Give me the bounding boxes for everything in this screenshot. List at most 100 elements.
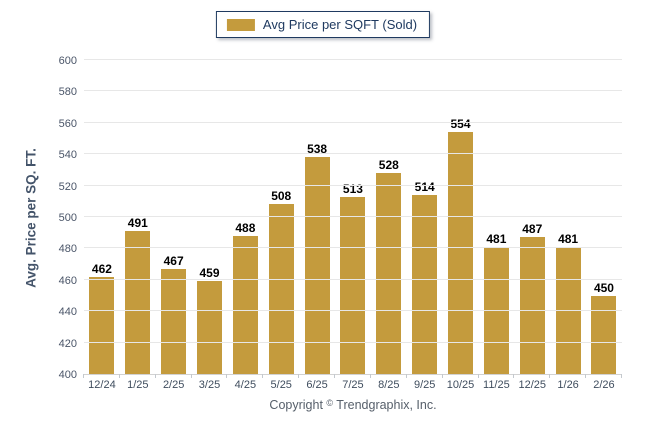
x-axis-tick (513, 374, 515, 378)
bar (232, 235, 258, 374)
x-axis-tick (405, 374, 407, 378)
x-tick-label: 4/25 (234, 379, 257, 391)
x-axis-tick (190, 374, 192, 378)
bar-value-label: 481 (558, 231, 579, 246)
bar-column: 462 (84, 60, 120, 374)
legend-swatch (226, 18, 255, 31)
gridline (84, 310, 622, 312)
bar-column: 481 (550, 60, 586, 374)
bar-column: 538 (299, 60, 335, 374)
copyright: Copyright © Trendgraphix, Inc. (84, 398, 622, 412)
gridline (84, 121, 622, 123)
x-tick-label: 10/25 (446, 379, 475, 391)
x-axis-tick (118, 374, 120, 378)
bar (125, 231, 151, 374)
x-tick-label: 2/25 (162, 379, 185, 391)
x-axis-tick (226, 374, 228, 378)
x-axis-tick (585, 374, 587, 378)
bar (304, 157, 330, 374)
x-axis-tick (334, 374, 336, 378)
y-axis: 400 420 440 460 480 500 520 540 560 580 600 (0, 55, 77, 381)
bar (161, 268, 187, 374)
bar-value-label: 508 (271, 189, 292, 204)
bar-value-label: 538 (307, 142, 328, 157)
y-tick-label: 600 (58, 55, 77, 67)
copyright-company: Trendgraphix, Inc. (336, 398, 437, 412)
bar-column: 467 (156, 60, 192, 374)
x-axis-tick (298, 374, 300, 378)
bar-value-label: 554 (450, 117, 471, 132)
x-axis-tick (369, 374, 371, 378)
bar-value-label: 481 (486, 231, 507, 246)
bars: 462 491 467 459 488 508 538 513 528 514 554 481 487 4… (84, 60, 622, 374)
bar-column: 528 (371, 60, 407, 374)
plot-area: 462 491 467 459 488 508 538 513 528 514 554 481 487 4… (83, 59, 622, 378)
x-axis: 12/24 1/25 2/25 3/25 4/25 5/25 6/25 7/25 8/25 9/2… (84, 379, 622, 391)
y-tick-label: 560 (58, 117, 77, 130)
copyright-symbol: © (326, 398, 334, 408)
y-tick-label: 580 (58, 86, 77, 99)
bar (519, 237, 545, 374)
bar-column: 554 (443, 60, 479, 374)
bar-column: 450 (586, 60, 622, 374)
bar (268, 204, 294, 374)
gridline (84, 184, 622, 186)
gridline (84, 341, 622, 343)
x-tick-label: 12/24 (88, 379, 116, 391)
y-tick-label: 420 (58, 337, 77, 350)
x-tick-label: 3/25 (198, 379, 221, 391)
x-tick-label: 5/25 (270, 379, 292, 391)
bar (412, 195, 438, 374)
x-axis-tick (441, 374, 443, 378)
bar-column: 514 (407, 60, 443, 374)
y-tick-label: 480 (58, 243, 77, 256)
y-tick-label: 460 (58, 274, 77, 287)
bar-column: 491 (120, 60, 156, 374)
bar (89, 276, 115, 374)
bar-value-label: 488 (235, 220, 256, 235)
bar (376, 173, 402, 374)
bar-column: 508 (263, 60, 299, 374)
x-tick-label: 7/25 (342, 379, 364, 391)
x-tick-label: 2/26 (593, 379, 615, 391)
x-tick-label: 9/25 (413, 379, 436, 391)
legend: Avg Price per SQFT (Sold) (215, 11, 431, 38)
copyright-prefix: Copyright (269, 398, 323, 412)
x-axis-tick (262, 374, 264, 378)
gridline (84, 59, 622, 60)
x-tick-label: 11/25 (483, 379, 510, 391)
x-axis-tick (549, 374, 551, 378)
y-tick-label: 520 (58, 180, 77, 193)
x-tick-label: 1/26 (557, 379, 579, 391)
bar-value-label: 491 (127, 216, 148, 231)
x-tick-label: 12/25 (518, 379, 546, 391)
x-axis-tick (154, 374, 156, 378)
x-tick-label: 8/25 (378, 379, 400, 391)
bar (591, 295, 617, 374)
bar-value-label: 487 (522, 222, 543, 237)
x-axis-tick (83, 374, 84, 378)
y-tick-label: 400 (58, 369, 77, 381)
x-axis-tick (621, 374, 622, 378)
x-axis-tick (477, 374, 479, 378)
bar-value-label: 528 (378, 158, 399, 173)
bar-value-label: 459 (199, 266, 220, 281)
bar-column: 488 (227, 60, 263, 374)
bar-column: 481 (478, 60, 514, 374)
bar-value-label: 462 (91, 261, 112, 276)
bar-value-label: 514 (414, 180, 435, 195)
bar-value-label: 467 (163, 253, 184, 268)
bar (340, 196, 366, 374)
y-tick-label: 440 (58, 306, 77, 319)
x-tick-label: 6/25 (306, 379, 328, 391)
gridline (84, 278, 622, 280)
legend-label: Avg Price per SQFT (Sold) (262, 17, 418, 32)
bar-column: 459 (192, 60, 228, 374)
y-tick-label: 500 (58, 212, 77, 224)
gridline (84, 153, 622, 155)
gridline (84, 90, 622, 92)
bar-value-label: 450 (593, 280, 614, 295)
bar (448, 132, 474, 374)
bar-column: 487 (514, 60, 550, 374)
